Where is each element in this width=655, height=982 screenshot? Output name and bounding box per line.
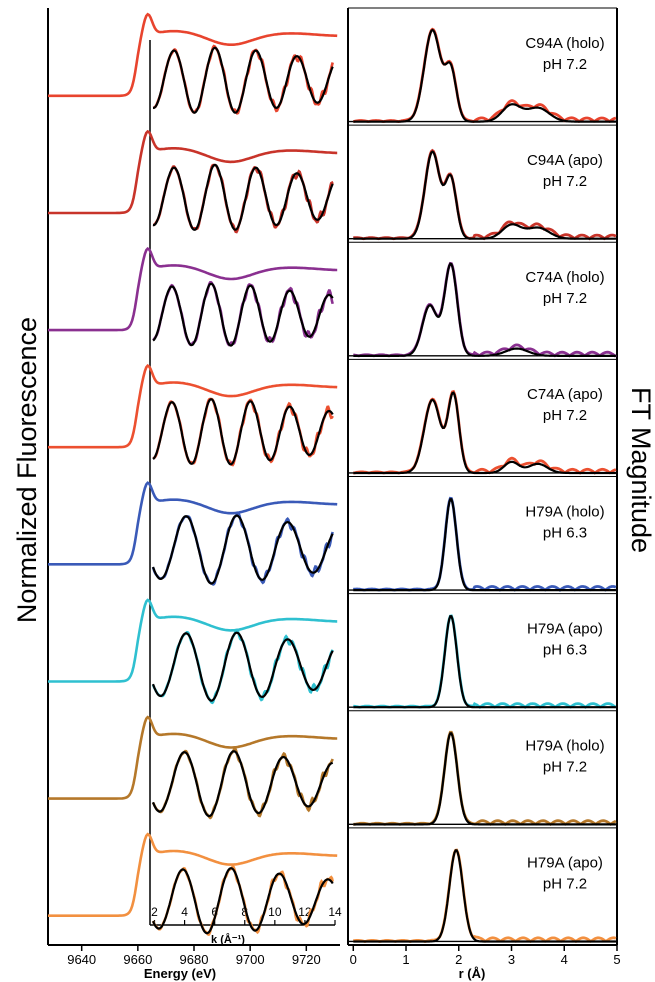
sample-ph-label: pH 7.2 bbox=[543, 56, 587, 73]
exafs-fit-trace bbox=[153, 46, 334, 114]
ft-fit-trace bbox=[353, 391, 616, 475]
sample-label: C94A (apo) bbox=[527, 152, 603, 169]
sample-label: H79A (holo) bbox=[525, 738, 604, 755]
energy-tick-label: 9660 bbox=[123, 952, 152, 967]
exafs-fit-trace bbox=[151, 631, 334, 702]
exafs-data-trace bbox=[152, 163, 334, 234]
sample-ph-label: pH 7.2 bbox=[543, 290, 587, 307]
xanes-trace bbox=[48, 598, 338, 683]
k-tick-label: 14 bbox=[328, 905, 342, 919]
sample-ph-label: pH 6.3 bbox=[543, 641, 587, 658]
exafs-fit-trace bbox=[152, 398, 334, 466]
ft-fit-trace bbox=[353, 28, 616, 123]
ft-fit-trace bbox=[353, 732, 616, 826]
sample-label: H79A (apo) bbox=[527, 620, 603, 637]
k-axis-label: k (Å⁻¹) bbox=[211, 933, 245, 946]
r-tick-label: 2 bbox=[455, 952, 462, 967]
sample-ph-label: pH 6.3 bbox=[543, 524, 587, 541]
sample-ph-label: pH 7.2 bbox=[543, 876, 587, 893]
r-tick-label: 3 bbox=[508, 952, 515, 967]
ft-fit-trace bbox=[353, 849, 616, 943]
sample-ph-label: pH 7.2 bbox=[543, 759, 587, 776]
ft-fit-trace bbox=[353, 498, 616, 592]
exafs-fit-trace bbox=[152, 867, 334, 935]
sample-ph-label: pH 7.2 bbox=[543, 173, 587, 190]
sample-label: C94A (holo) bbox=[525, 35, 604, 52]
exafs-fit-trace bbox=[152, 163, 334, 231]
exafs-data-trace bbox=[152, 280, 334, 347]
exafs-data-trace bbox=[152, 397, 334, 467]
k-tick-label: 10 bbox=[268, 905, 282, 919]
right-y-axis-label: FT Magnitude bbox=[626, 387, 655, 553]
exafs-fit-trace bbox=[152, 282, 334, 347]
xanes-trace bbox=[48, 129, 338, 215]
k-tick-label: 6 bbox=[211, 905, 218, 919]
energy-tick-label: 9720 bbox=[292, 952, 321, 967]
sample-label: H79A (holo) bbox=[525, 503, 604, 520]
energy-tick-label: 9700 bbox=[236, 952, 265, 967]
energy-axis-label: Energy (eV) bbox=[144, 966, 216, 981]
k-tick-label: 2 bbox=[151, 905, 158, 919]
sample-label: C74A (holo) bbox=[525, 269, 604, 286]
xanes-trace bbox=[48, 12, 338, 98]
energy-tick-label: 9640 bbox=[67, 952, 96, 967]
exafs-fit-trace bbox=[151, 514, 334, 585]
ft-fit-trace bbox=[353, 262, 616, 357]
left-y-axis-label: Normalized Fluorescence bbox=[12, 317, 42, 623]
r-tick-label: 1 bbox=[402, 952, 409, 967]
sample-ph-label: pH 7.2 bbox=[543, 407, 587, 424]
k-tick-label: 4 bbox=[181, 905, 188, 919]
xanes-trace bbox=[48, 246, 338, 332]
xanes-trace bbox=[48, 364, 338, 449]
r-axis-label: r (Å) bbox=[459, 966, 486, 981]
ft-fit-trace bbox=[353, 150, 616, 240]
r-tick-label: 5 bbox=[613, 952, 620, 967]
exafs-fit-trace bbox=[151, 750, 334, 818]
exafs-data-trace bbox=[152, 44, 334, 115]
xanes-trace bbox=[48, 481, 338, 566]
sample-labels: C94A (holo) pH 7.2 C94A (apo) pH 7.2 C74A (h… bbox=[525, 35, 604, 893]
ft-data-trace bbox=[353, 614, 617, 709]
energy-tick-label: 9680 bbox=[180, 952, 209, 967]
sample-label: H79A (apo) bbox=[527, 855, 603, 872]
r-tick-label: 4 bbox=[561, 952, 568, 967]
sample-label: C74A (apo) bbox=[527, 386, 603, 403]
ft-magnitude-panel: 0 1 2 3 4 5 bbox=[347, 7, 621, 967]
r-tick-label: 0 bbox=[350, 952, 357, 967]
ft-data-trace bbox=[353, 389, 617, 475]
xanes-trace bbox=[48, 715, 338, 800]
xanes-trace bbox=[48, 832, 338, 917]
ft-fit-trace bbox=[353, 615, 616, 709]
